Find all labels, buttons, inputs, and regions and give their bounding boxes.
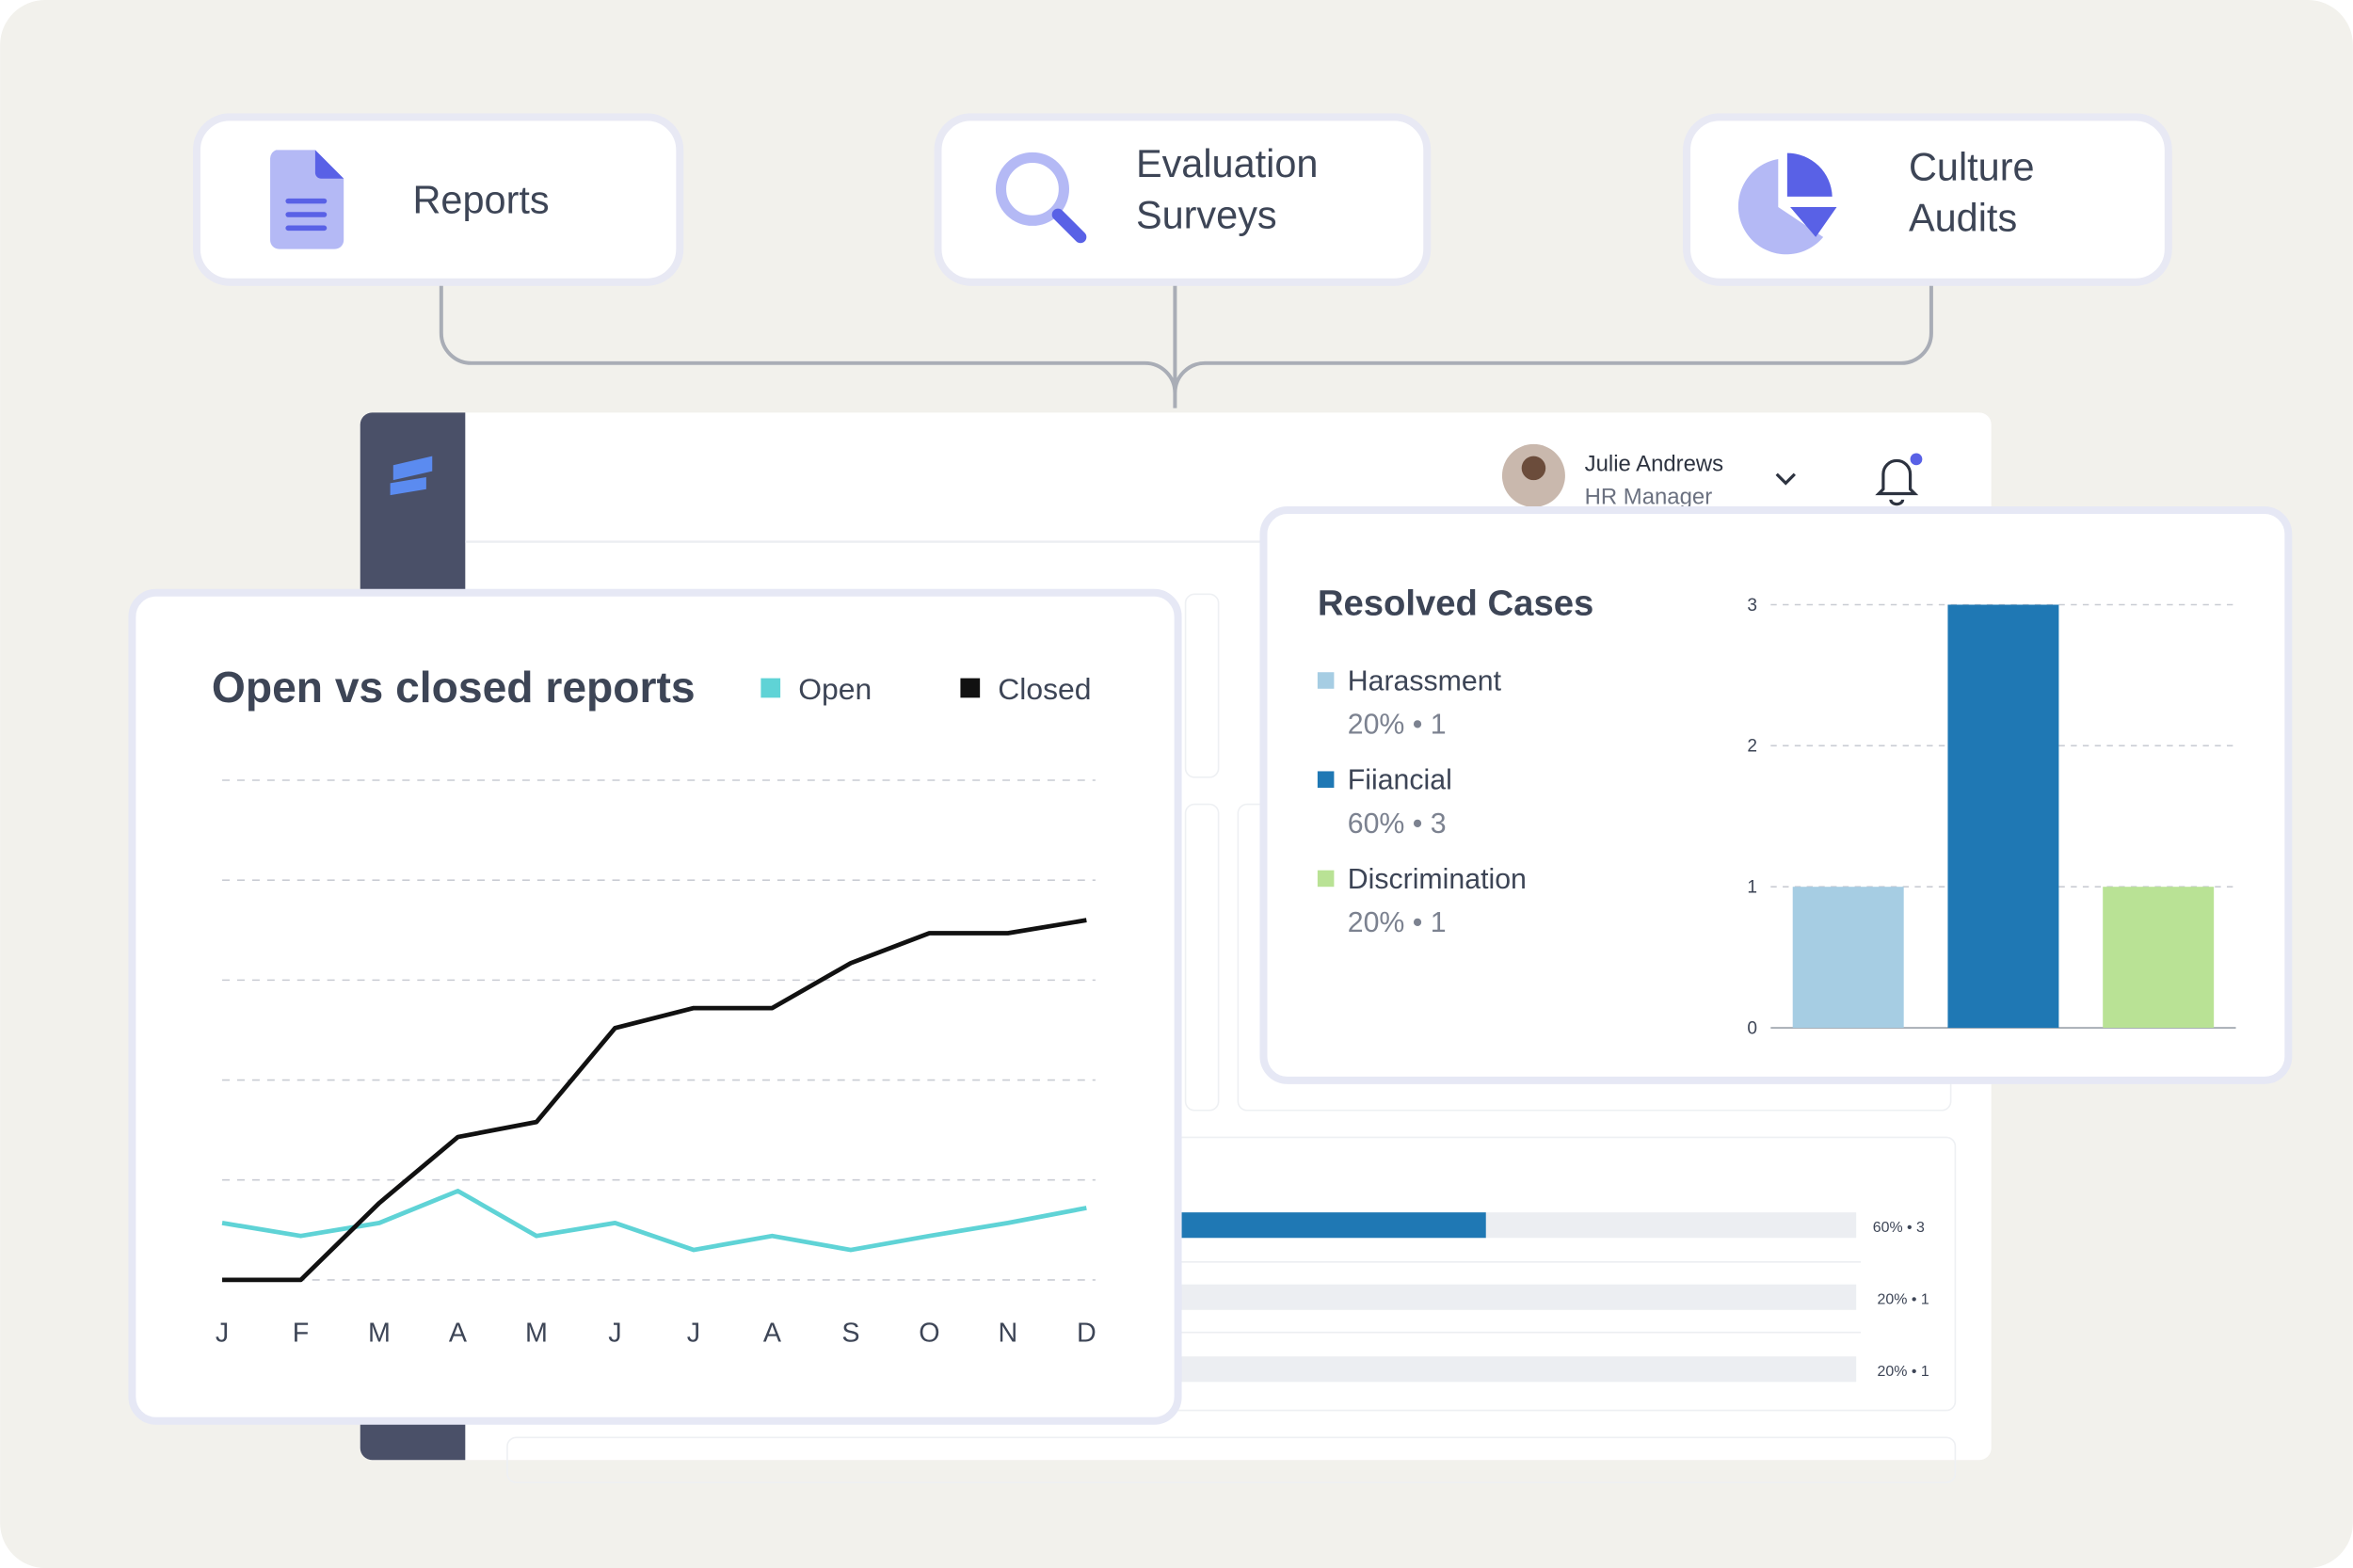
x-tick-label: M [525, 1318, 548, 1348]
legend-swatch [960, 678, 981, 698]
x-tick-label: A [763, 1318, 782, 1348]
y-tick-label: 3 [1747, 596, 1757, 616]
card-label: Evaluation [1136, 141, 1319, 185]
connector [439, 284, 1933, 408]
bar [1792, 887, 1904, 1029]
placeholder [1184, 803, 1220, 1112]
legend-label: Open [798, 672, 872, 706]
logo[interactable] [390, 456, 433, 496]
doc-icon [270, 150, 344, 249]
legend-label: Fiiancial [1348, 765, 1452, 796]
line-card [128, 588, 1182, 1425]
y-tick-label: 0 [1747, 1018, 1757, 1038]
legend-label: Harassment [1348, 665, 1502, 696]
legend-value: 20% • 1 [1348, 907, 1447, 938]
line-series [222, 918, 1087, 1283]
x-tick-label: D [1077, 1318, 1096, 1348]
bell[interactable] [1875, 453, 1923, 506]
dropdown[interactable] [1775, 472, 1796, 486]
chart-title: Resolved Cases [1318, 584, 1593, 624]
search-icon [995, 152, 1087, 244]
placeholder [1184, 593, 1220, 778]
x-tick-label: J [608, 1318, 621, 1348]
legend-value: 20% • 1 [1348, 710, 1447, 741]
legend-swatch [1317, 672, 1335, 689]
bar [2103, 887, 2215, 1029]
legend-swatch [760, 678, 781, 698]
placeholder [506, 1436, 1957, 1483]
progress-label: 20% • 1 [1878, 1364, 1929, 1380]
card-label: Audits [1909, 196, 2017, 240]
progress-label: 60% • 3 [1873, 1220, 1925, 1236]
avatar-face [1521, 456, 1546, 481]
bar [1947, 604, 2059, 1029]
x-tick-label: J [216, 1318, 229, 1348]
legend-value: 60% • 3 [1348, 808, 1447, 840]
card-label: Culture [1909, 144, 2035, 188]
legend-swatch [1317, 870, 1335, 888]
x-tick-label: J [687, 1318, 700, 1348]
legend-label: Discrimination [1348, 864, 1527, 895]
x-tick-label: A [449, 1318, 468, 1348]
user-role: HR Manager [1585, 485, 1713, 510]
x-tick-label: S [841, 1318, 859, 1348]
card-label: Reports [413, 177, 550, 221]
line-series [221, 1189, 1087, 1253]
y-tick-label: 1 [1747, 878, 1757, 898]
card-label: Surveys [1136, 192, 1277, 236]
chart-title: Open vs closed reports [212, 663, 696, 712]
x-tick-label: M [368, 1318, 391, 1348]
legend-label: Closed [998, 672, 1091, 706]
progress-label: 20% • 1 [1878, 1291, 1929, 1307]
y-tick-label: 2 [1747, 737, 1757, 757]
x-tick-label: F [293, 1318, 310, 1348]
pie-icon [1737, 152, 1837, 255]
x-tick-label: O [919, 1318, 939, 1348]
legend-swatch [1317, 771, 1335, 788]
surveys-card[interactable] [934, 113, 1432, 286]
x-tick-label: N [999, 1318, 1018, 1348]
user-name: Julie Andrews [1585, 452, 1724, 477]
